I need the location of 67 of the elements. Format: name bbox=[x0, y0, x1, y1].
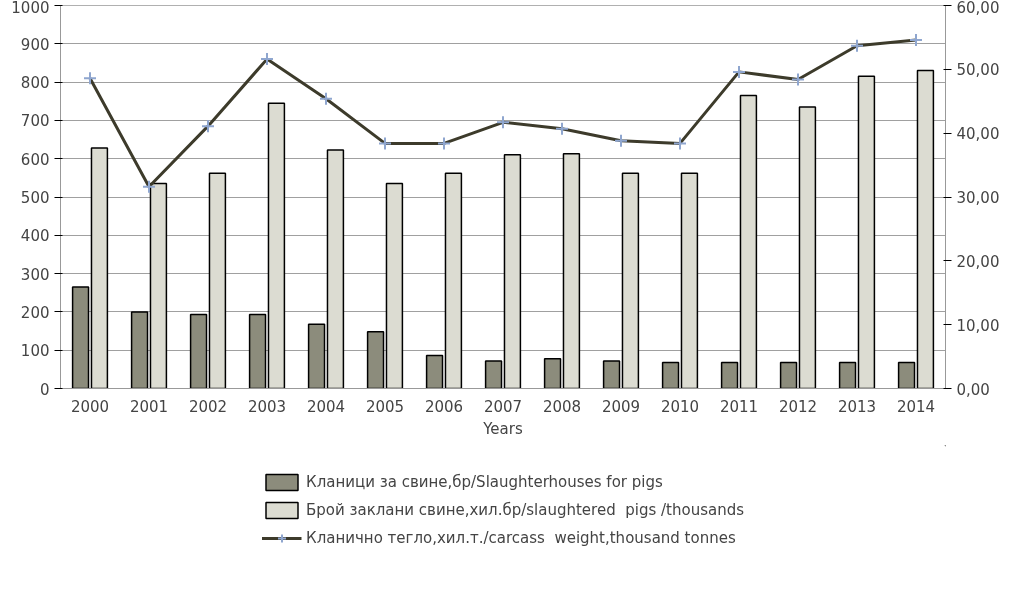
bar bbox=[366, 331, 385, 389]
legend-label: Брой заклани свине,хил.бр/slaughtered pigs /thousands bbox=[306, 501, 744, 519]
y2-tick-label: 10,00 bbox=[956, 316, 1000, 335]
legend-label: Кланично тегло,хил.т./carcass weight,thousand tonnes bbox=[306, 529, 736, 547]
bar bbox=[208, 172, 227, 389]
bar bbox=[602, 360, 621, 389]
x-tick-label: 2011 bbox=[719, 397, 759, 416]
bar bbox=[248, 313, 267, 389]
bar bbox=[621, 172, 640, 389]
bar bbox=[739, 94, 758, 389]
bar bbox=[857, 75, 876, 389]
y2-tick-label: 20,00 bbox=[956, 252, 1000, 271]
bar bbox=[267, 102, 286, 389]
bar bbox=[779, 361, 798, 389]
bar bbox=[189, 313, 208, 389]
bar bbox=[916, 69, 935, 389]
x-tick-label: 2000 bbox=[70, 397, 110, 416]
x-tick-label: 2005 bbox=[365, 397, 405, 416]
bar bbox=[503, 154, 522, 389]
x-axis-title: Years bbox=[482, 419, 523, 438]
y2-tick-label: 50,00 bbox=[956, 61, 1000, 80]
x-tick-label: 2002 bbox=[188, 397, 228, 416]
y2-tick-label: 0,00 bbox=[956, 380, 990, 399]
legend-label: Кланици за свине,бр/Slaughterhouses for pigs bbox=[306, 473, 663, 491]
x-tick-label: 2004 bbox=[306, 397, 346, 416]
y-tick-label: 500 bbox=[20, 189, 50, 207]
y2-tick-label: 40,00 bbox=[956, 125, 1000, 144]
y2-tick-label: 60,00 bbox=[956, 0, 1000, 17]
bar bbox=[720, 361, 739, 389]
bar bbox=[484, 360, 503, 389]
bar bbox=[385, 182, 404, 389]
y2-tick-label: 30,00 bbox=[956, 189, 1000, 207]
y-tick-label: 700 bbox=[20, 112, 50, 131]
x-tick-label: 2006 bbox=[424, 397, 464, 416]
y-tick-label: 400 bbox=[20, 227, 50, 246]
y-tick-label: 600 bbox=[20, 150, 50, 169]
bar bbox=[307, 323, 326, 389]
bar bbox=[444, 172, 463, 389]
bar bbox=[90, 147, 109, 389]
y-tick-label: 900 bbox=[20, 35, 50, 54]
bar bbox=[798, 106, 817, 389]
y-tick-label: 300 bbox=[20, 265, 50, 284]
x-tick-label: 2013 bbox=[837, 397, 877, 416]
y-tick-label: 200 bbox=[20, 303, 50, 322]
bar bbox=[562, 152, 581, 389]
x-tick-label: 2001 bbox=[129, 397, 169, 416]
bar bbox=[680, 172, 699, 389]
bar bbox=[149, 182, 168, 389]
x-tick-label: 2010 bbox=[660, 397, 700, 416]
bar bbox=[543, 357, 562, 389]
y-tick-label: 100 bbox=[20, 342, 50, 361]
bar bbox=[838, 361, 857, 389]
y-tick-label: 1000 bbox=[11, 0, 50, 17]
y-tick-label: 0 bbox=[39, 380, 50, 399]
x-tick-label: 2003 bbox=[247, 397, 287, 416]
bar bbox=[661, 361, 680, 389]
x-tick-label: 2014 bbox=[896, 397, 936, 416]
x-tick-label: 2008 bbox=[542, 397, 582, 416]
bar bbox=[130, 311, 149, 389]
bar bbox=[425, 354, 444, 389]
bar bbox=[897, 361, 916, 389]
x-tick-label: 2012 bbox=[778, 397, 818, 416]
x-tick-label: 2007 bbox=[483, 397, 523, 416]
x-tick-label: 2009 bbox=[601, 397, 641, 416]
bar bbox=[326, 149, 345, 389]
y-tick-label: 800 bbox=[20, 74, 50, 93]
bar bbox=[71, 286, 90, 389]
